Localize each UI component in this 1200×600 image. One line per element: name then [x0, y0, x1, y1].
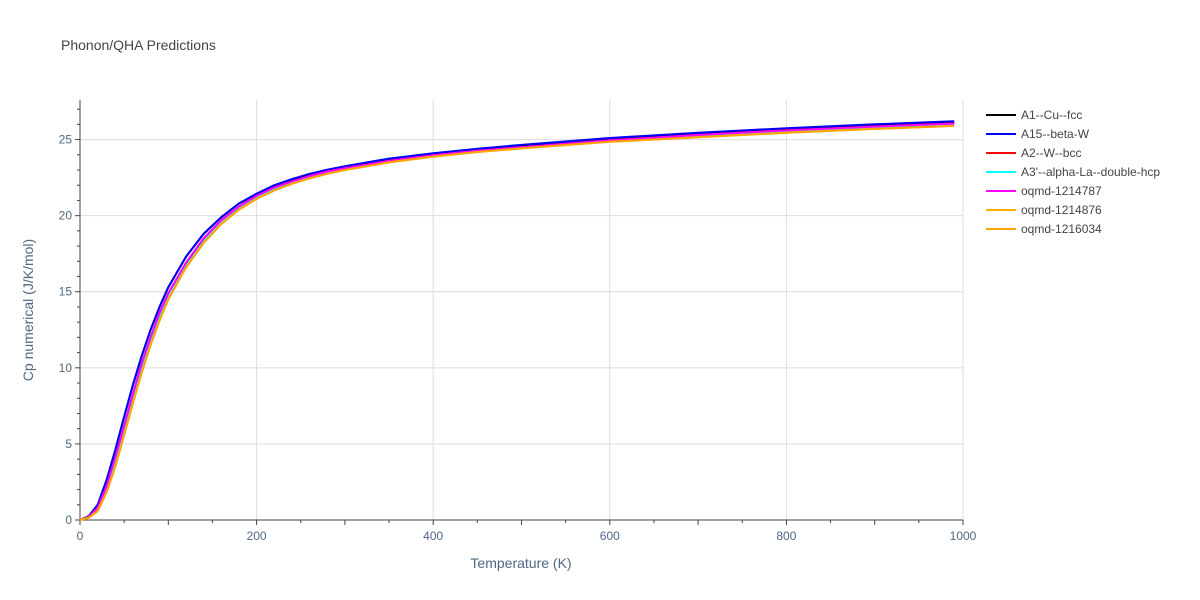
series-line-1: [79, 120, 955, 521]
x-axis-title: Temperature (K): [470, 555, 571, 571]
legend-label: A1--Cu--fcc: [1021, 108, 1082, 122]
x-tick-labels: 0 200 400 600 800 1000: [77, 529, 977, 543]
y-tick-label: 25: [59, 133, 73, 147]
x-tick-label: 800: [776, 529, 796, 543]
legend-item[interactable]: A15--beta-W: [986, 127, 1090, 141]
legend-item[interactable]: oqmd-1214876: [986, 203, 1102, 217]
y-tick-label: 10: [59, 361, 73, 375]
series-line-3: [79, 124, 955, 521]
y-tick-label: 5: [65, 437, 72, 451]
y-tick-label: 0: [65, 513, 72, 527]
y-tick-label: 20: [59, 209, 73, 223]
legend-label: oqmd-1214787: [1021, 184, 1102, 198]
series-lines: [79, 120, 955, 521]
legend-label: A15--beta-W: [1021, 127, 1090, 141]
chart-title: Phonon/QHA Predictions: [61, 37, 216, 53]
legend-item[interactable]: oqmd-1214787: [986, 184, 1102, 198]
legend-item[interactable]: oqmd-1216034: [986, 222, 1102, 236]
legend-label: A3'--alpha-La--double-hcp: [1021, 165, 1160, 179]
axes: [75, 100, 964, 525]
legend-item[interactable]: A3'--alpha-La--double-hcp: [986, 165, 1160, 179]
legend-item[interactable]: A1--Cu--fcc: [986, 108, 1082, 122]
legend-item[interactable]: A2--W--bcc: [986, 146, 1081, 160]
grid: [80, 100, 964, 520]
legend-label: A2--W--bcc: [1021, 146, 1081, 160]
y-tick-labels: 0 5 10 15 20 25: [59, 133, 73, 527]
y-axis-title: Cp numerical (J/K/mol): [20, 239, 36, 381]
series-line-0: [79, 121, 955, 521]
legend-label: oqmd-1216034: [1021, 222, 1102, 236]
x-tick-label: 400: [423, 529, 443, 543]
x-tick-label: 600: [600, 529, 620, 543]
series-line-6: [79, 124, 955, 521]
x-tick-label: 200: [247, 529, 267, 543]
series-line-5: [79, 124, 955, 521]
series-line-2: [79, 122, 955, 521]
y-tick-label: 15: [59, 285, 73, 299]
legend-label: oqmd-1214876: [1021, 203, 1102, 217]
x-tick-label: 0: [77, 529, 84, 543]
x-tick-label: 1000: [950, 529, 977, 543]
series-line-4: [79, 122, 955, 521]
legend[interactable]: A1--Cu--fcc A15--beta-W A2--W--bcc A3'--alp…: [986, 108, 1160, 236]
